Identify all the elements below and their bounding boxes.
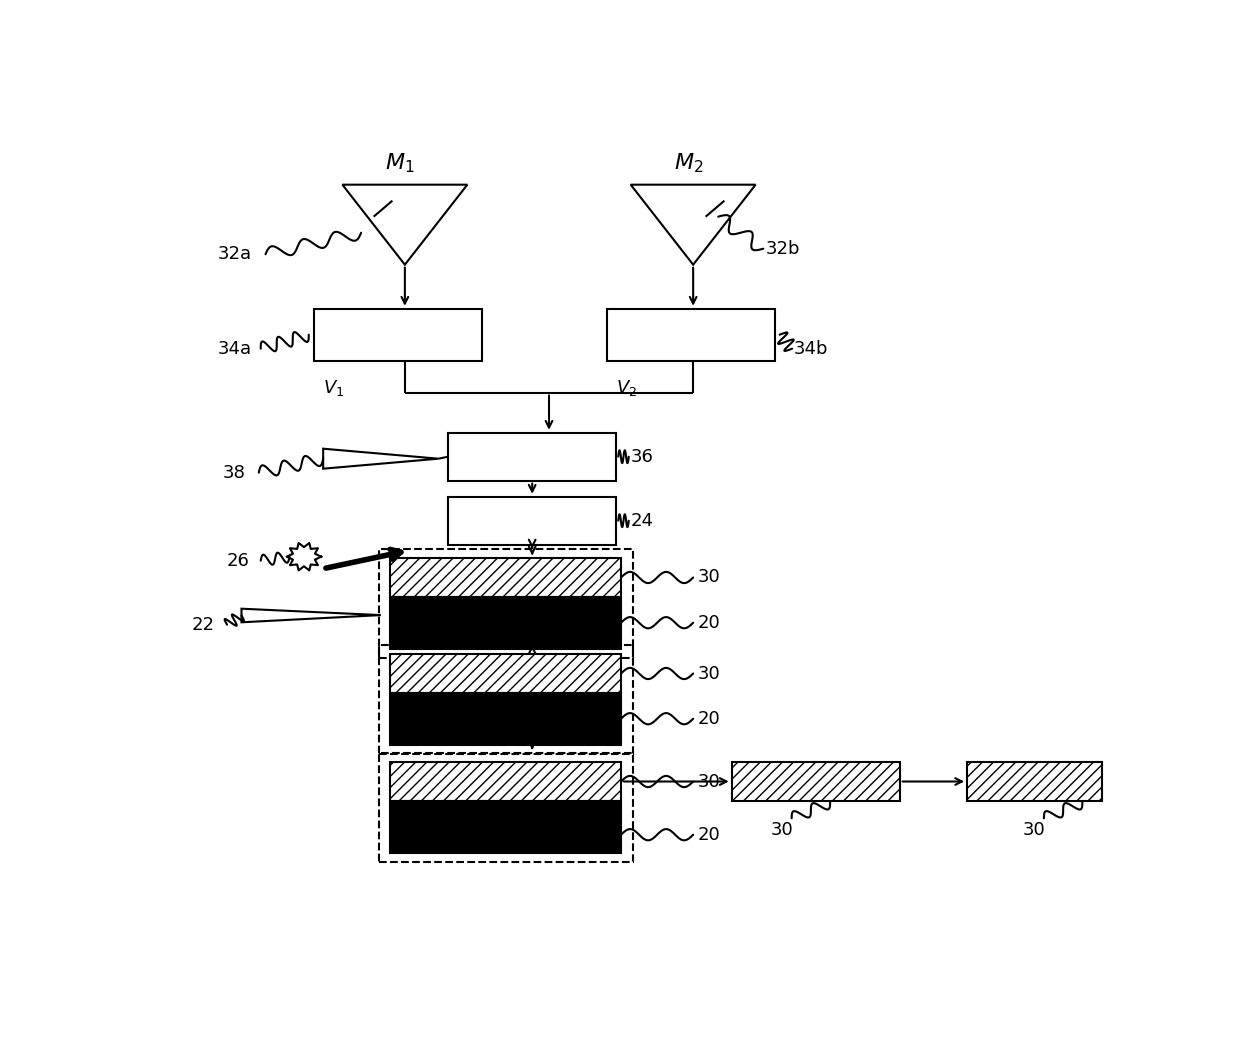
Text: 20: 20	[698, 614, 720, 632]
Text: 38: 38	[222, 463, 246, 482]
Bar	[606, 309, 775, 361]
Bar	[391, 596, 621, 648]
Bar	[448, 432, 616, 481]
Text: 34a: 34a	[217, 340, 252, 357]
Text: 30: 30	[1023, 821, 1045, 838]
Text: 20: 20	[698, 710, 720, 727]
Bar	[314, 309, 481, 361]
Bar	[391, 801, 621, 853]
Text: 32b: 32b	[765, 240, 800, 258]
Text: 36: 36	[631, 448, 653, 465]
Text: $V_2$: $V_2$	[616, 378, 637, 398]
Text: 20: 20	[698, 826, 720, 844]
Text: 30: 30	[771, 821, 794, 838]
Text: 34b: 34b	[794, 340, 828, 357]
Bar	[379, 644, 632, 754]
Bar	[391, 558, 621, 596]
Text: 30: 30	[698, 665, 720, 683]
Bar	[391, 693, 621, 745]
Bar	[391, 763, 621, 801]
Bar	[448, 497, 616, 544]
Text: $V_1$: $V_1$	[324, 378, 345, 398]
Bar	[379, 752, 632, 862]
Bar	[391, 655, 621, 693]
Bar	[967, 763, 1101, 801]
Text: 30: 30	[698, 568, 720, 586]
Text: 22: 22	[191, 616, 215, 634]
Text: 26: 26	[227, 552, 250, 569]
Text: 32a: 32a	[217, 245, 252, 263]
Text: $M_2$: $M_2$	[673, 152, 703, 176]
Bar	[732, 763, 900, 801]
Text: $M_1$: $M_1$	[386, 152, 415, 176]
Text: 30: 30	[698, 773, 720, 791]
Text: 24: 24	[631, 511, 653, 530]
Bar	[379, 549, 632, 659]
